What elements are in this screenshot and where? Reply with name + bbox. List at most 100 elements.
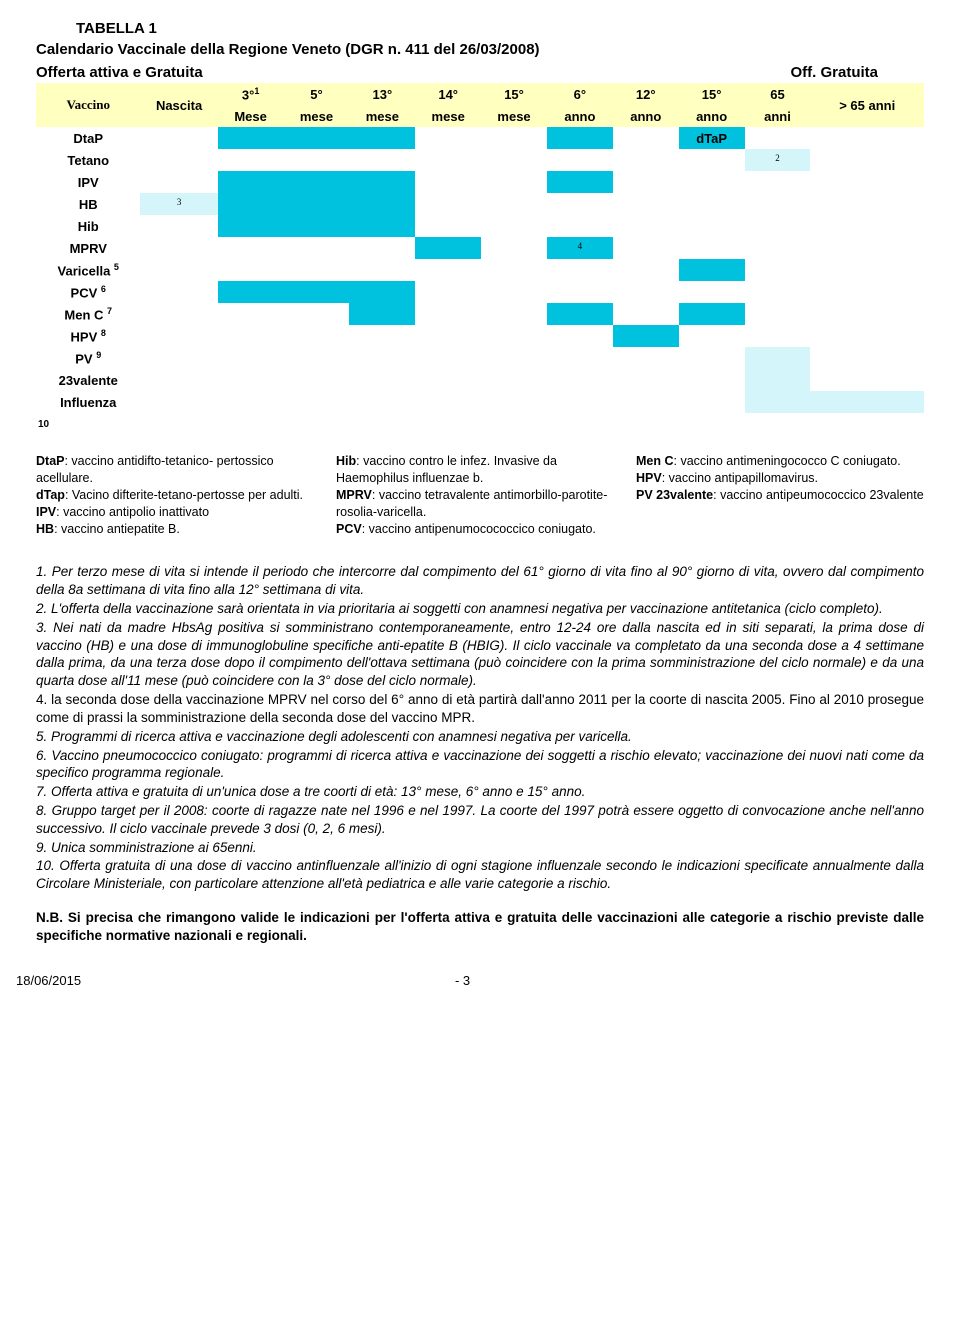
col-header-sub: Mese [218, 105, 284, 127]
note-item: 9. Unica somministrazione ai 65enni. [36, 839, 924, 857]
schedule-cell [140, 391, 217, 413]
schedule-cell [140, 347, 217, 369]
schedule-cell [613, 237, 679, 259]
schedule-cell [284, 193, 350, 215]
vaccine-label: PCV 6 [36, 281, 140, 303]
schedule-cell [218, 347, 284, 369]
vaccine-label: Men C 7 [36, 303, 140, 325]
schedule-cell [679, 193, 745, 215]
vaccine-label: 10 [36, 413, 140, 435]
schedule-cell [810, 193, 924, 215]
schedule-cell [349, 127, 415, 149]
schedule-cell [745, 369, 811, 391]
schedule-cell [284, 127, 350, 149]
schedule-cell [613, 149, 679, 171]
schedule-cell [284, 347, 350, 369]
schedule-cell [218, 193, 284, 215]
schedule-cell [349, 281, 415, 303]
schedule-cell [679, 215, 745, 237]
schedule-cell [613, 281, 679, 303]
col-over65: > 65 anni [810, 83, 924, 127]
schedule-cell [547, 193, 613, 215]
schedule-cell [140, 127, 217, 149]
schedule-cell [613, 369, 679, 391]
schedule-cell [547, 303, 613, 325]
schedule-cell [679, 259, 745, 281]
schedule-cell [547, 369, 613, 391]
schedule-cell [481, 149, 547, 171]
schedule-cell [613, 303, 679, 325]
col-header: 65 [745, 83, 811, 105]
schedule-table: VaccinoNascita3°15°13°14°15°6°12°15°65> … [36, 83, 924, 435]
schedule-cell [745, 281, 811, 303]
schedule-cell [679, 149, 745, 171]
schedule-cell [140, 325, 217, 347]
offerta-left: Offerta attiva e Gratuita [36, 64, 203, 81]
note-item: 4. la seconda dose della vaccinazione MP… [36, 691, 924, 727]
schedule-cell [218, 325, 284, 347]
schedule-cell [613, 259, 679, 281]
schedule-cell [140, 171, 217, 193]
schedule-cell [349, 413, 415, 435]
schedule-cell [810, 413, 924, 435]
col-header-sub: mese [481, 105, 547, 127]
schedule-cell [481, 391, 547, 413]
schedule-cell [745, 171, 811, 193]
schedule-cell [810, 149, 924, 171]
note-item: 3. Nei nati da madre HbsAg positiva si s… [36, 619, 924, 690]
col-vaccino: Vaccino [36, 83, 140, 127]
schedule-cell [481, 347, 547, 369]
col-header-sub: mese [284, 105, 350, 127]
schedule-cell [745, 193, 811, 215]
vaccine-label: Hib [36, 215, 140, 237]
footer-page: - 3 [455, 973, 470, 988]
schedule-cell [218, 149, 284, 171]
schedule-cell [140, 281, 217, 303]
col-header-sub: mese [349, 105, 415, 127]
note-item: 2. L'offerta della vaccinazione sarà ori… [36, 600, 924, 618]
schedule-cell [218, 237, 284, 259]
schedule-cell [679, 347, 745, 369]
schedule-cell [613, 347, 679, 369]
col-header-sub: anno [679, 105, 745, 127]
schedule-cell [745, 391, 811, 413]
schedule-cell [679, 413, 745, 435]
vaccine-label: Influenza [36, 391, 140, 413]
schedule-cell [547, 259, 613, 281]
schedule-cell [810, 237, 924, 259]
col-header-sub: anni [745, 105, 811, 127]
schedule-cell [481, 193, 547, 215]
notes: 1. Per terzo mese di vita si intende il … [36, 563, 924, 893]
col-header: 13° [349, 83, 415, 105]
schedule-cell [613, 391, 679, 413]
schedule-cell [415, 369, 481, 391]
col-header: 14° [415, 83, 481, 105]
schedule-cell [481, 303, 547, 325]
schedule-cell [284, 149, 350, 171]
legend-item: HB: vaccino antiepatite B. [36, 521, 324, 538]
vaccine-label: Tetano [36, 149, 140, 171]
schedule-cell [415, 413, 481, 435]
schedule-cell [349, 215, 415, 237]
vaccine-label: PV 9 [36, 347, 140, 369]
schedule-cell [415, 281, 481, 303]
schedule-cell [218, 281, 284, 303]
schedule-cell [481, 369, 547, 391]
footer-date: 18/06/2015 [16, 973, 81, 988]
schedule-cell [810, 347, 924, 369]
schedule-cell [547, 171, 613, 193]
schedule-cell [481, 281, 547, 303]
table-title: TABELLA 1 [76, 20, 924, 37]
schedule-cell [284, 369, 350, 391]
schedule-cell: 3 [140, 193, 217, 215]
note-item: 10. Offerta gratuita di una dose di vacc… [36, 857, 924, 893]
schedule-cell [284, 281, 350, 303]
note-item: 7. Offerta attiva e gratuita di un'unica… [36, 783, 924, 801]
schedule-cell [284, 237, 350, 259]
schedule-cell [679, 237, 745, 259]
col-header: 15° [481, 83, 547, 105]
schedule-cell [349, 237, 415, 259]
legend-item: DtaP: vaccino antidifto-tetanico- pertos… [36, 453, 324, 487]
legend-item: IPV: vaccino antipolio inattivato [36, 504, 324, 521]
schedule-cell [745, 303, 811, 325]
